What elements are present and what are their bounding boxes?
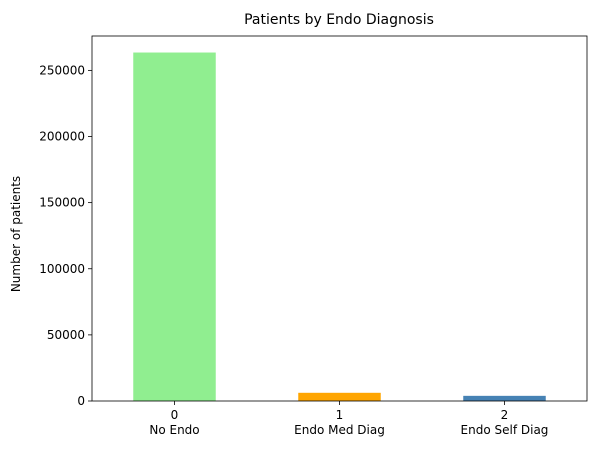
y-tick-label: 100000 [39,262,85,276]
chart-title: Patients by Endo Diagnosis [244,12,434,28]
y-tick-label: 200000 [39,130,85,144]
x-tick-label: 1 [336,408,344,422]
y-axis-label: Number of patients [9,176,23,292]
bar-1 [298,392,381,401]
y-tick-label: 250000 [39,63,85,77]
x-tick-sublabel: No Endo [149,423,199,437]
plot-frame [91,35,588,402]
bar-0 [133,52,216,402]
x-tick-sublabel: Endo Self Diag [461,423,549,437]
bar-2 [463,395,546,401]
y-tick-label: 150000 [39,196,85,210]
y-axis: 0 50000 100000 150000 200000 250000 [39,63,92,408]
x-tick-sublabel: Endo Med Diag [294,423,385,437]
y-tick-label: 50000 [47,328,85,342]
y-tick-label: 0 [77,394,85,408]
bars-group [133,52,546,402]
x-tick-label: 0 [171,408,179,422]
x-tick-label: 2 [501,408,509,422]
